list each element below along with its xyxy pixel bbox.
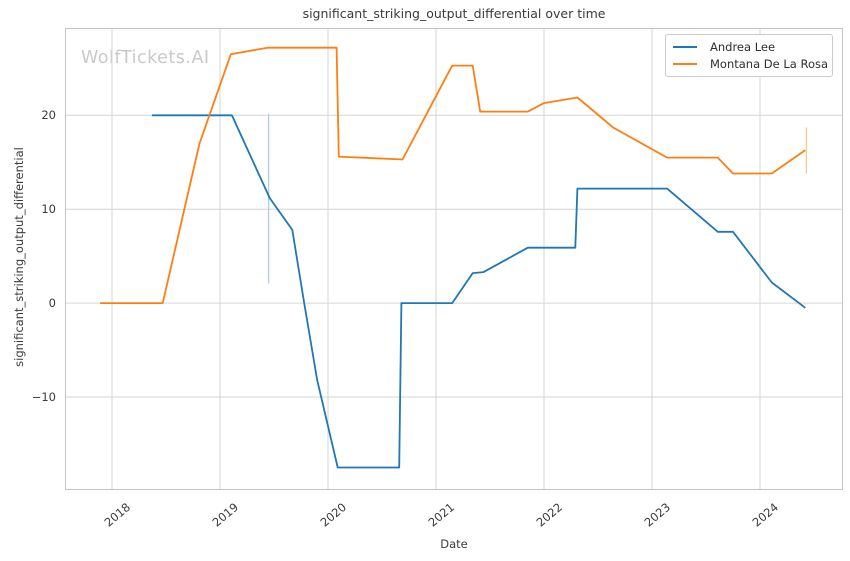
y-tick-label: 0	[48, 296, 56, 311]
x-tick-label: 2024	[749, 500, 781, 530]
legend: Andrea Lee Montana De La Rosa	[665, 34, 833, 77]
series-line-andrea-lee	[151, 114, 806, 469]
legend-item-montana-de-la-rosa: Montana De La Rosa	[673, 56, 829, 73]
x-tick-label: 2018	[101, 500, 133, 530]
legend-line-swatch-montana-de-la-rosa	[673, 62, 697, 65]
y-axis-label: significant_striking_output_differential	[12, 147, 26, 367]
legend-label-montana-de-la-rosa: Montana De La Rosa	[710, 56, 829, 71]
x-axis-label: Date	[440, 537, 468, 551]
x-tick-label: 2022	[533, 500, 565, 530]
y-tick-label: 10	[41, 202, 56, 217]
y-tick-label: 20	[41, 108, 56, 123]
x-tick-label: 2023	[641, 500, 673, 530]
y-tick-label: −10	[31, 390, 56, 404]
chart-title: significant_striking_output_differential…	[302, 6, 606, 21]
x-tick-label: 2020	[317, 500, 349, 530]
legend-label-andrea-lee: Andrea Lee	[710, 40, 776, 55]
plot-area	[65, 28, 843, 490]
series-line-montana-de-la-rosa	[100, 46, 806, 305]
legend-line-swatch-andrea-lee	[673, 46, 697, 49]
watermark: WolfTickets.AI	[81, 48, 210, 68]
x-tick-label: 2019	[209, 500, 241, 530]
legend-item-andrea-lee: Andrea Lee	[673, 39, 826, 56]
plot-border	[65, 28, 843, 490]
x-tick-label: 2021	[425, 500, 457, 530]
